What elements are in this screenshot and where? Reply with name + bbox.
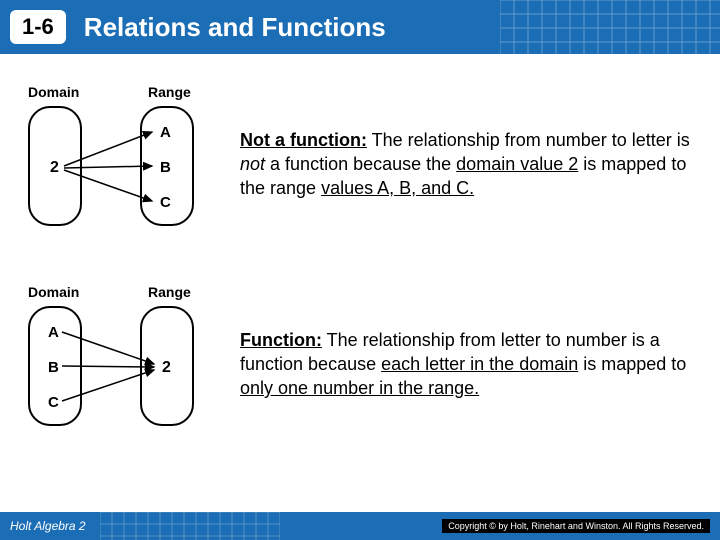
text-function: Function: The relationship from letter t… — [240, 328, 700, 401]
footer: Holt Algebra 2 Copyright © by Holt, Rine… — [0, 512, 720, 540]
arrows — [20, 284, 220, 444]
footer-copyright: Copyright © by Holt, Rinehart and Winsto… — [442, 519, 710, 533]
header: 1-6 Relations and Functions — [0, 0, 720, 54]
footer-grid-pattern — [100, 512, 280, 540]
content-area: Domain Range 2 A B C Not a function: The… — [0, 54, 720, 464]
diagram-function: Domain Range A B C 2 — [20, 284, 220, 444]
text-not-function: Not a function: The relationship from nu… — [240, 128, 700, 201]
page-title: Relations and Functions — [84, 12, 386, 43]
section-number: 1-6 — [10, 10, 66, 44]
diagram-not-function: Domain Range 2 A B C — [20, 84, 220, 244]
footer-text-left: Holt Algebra 2 — [10, 519, 86, 533]
row-function: Domain Range A B C 2 Function: The relat… — [20, 284, 700, 444]
row-not-function: Domain Range 2 A B C Not a function: The… — [20, 84, 700, 244]
arrows — [20, 84, 220, 244]
header-grid-pattern — [500, 0, 720, 54]
